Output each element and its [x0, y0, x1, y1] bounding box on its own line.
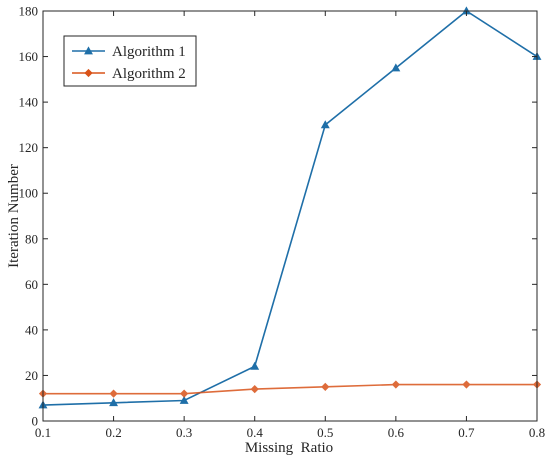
y-tick-label: 140 — [19, 95, 39, 110]
data-point — [109, 398, 119, 407]
data-point — [391, 380, 400, 389]
data-point — [462, 380, 471, 389]
x-tick-label: 0.3 — [176, 425, 192, 440]
x-tick-label: 0.1 — [35, 425, 51, 440]
data-point — [320, 120, 330, 129]
legend-label: Algorithm 2 — [112, 66, 186, 82]
y-tick-label: 100 — [19, 186, 39, 201]
x-tick-label: 0.7 — [458, 425, 475, 440]
data-point — [180, 389, 189, 398]
axes-box — [42, 10, 538, 422]
y-tick-label: 60 — [25, 277, 38, 292]
y-axis-label: Iteration Number — [6, 164, 22, 268]
legend-marker — [84, 68, 93, 78]
data-point — [321, 382, 330, 391]
y-tick-label: 0 — [32, 414, 39, 429]
y-tick-label: 20 — [25, 368, 38, 383]
data-point — [109, 389, 118, 398]
x-tick-label: 0.6 — [388, 425, 405, 440]
legend-box — [63, 35, 197, 87]
y-tick-label: 120 — [19, 140, 39, 155]
legend-entry: Algorithm 2 — [72, 66, 186, 82]
legend: Algorithm 1 Algorithm 2 — [63, 35, 197, 87]
x-tick-label: 0.8 — [529, 425, 545, 440]
data-point — [250, 385, 259, 394]
series-line — [42, 10, 538, 406]
tick-labels: 0.1 0.2 0.3 0.4 0.5 0.6 0.7 0.8 0 20 40 60 80 100 120 1… — [19, 4, 546, 441]
y-tick-label: 80 — [25, 231, 38, 246]
legend-entry: Algorithm 1 — [72, 44, 186, 60]
axes — [42, 10, 538, 422]
y-tick-label: 180 — [19, 4, 39, 19]
legend-marker — [84, 46, 93, 55]
series-1 — [38, 6, 542, 409]
y-tick-label: 160 — [19, 49, 39, 64]
plot-area — [38, 6, 542, 409]
data-point — [250, 361, 260, 370]
data-point — [179, 395, 189, 404]
data-point — [391, 63, 401, 72]
y-tick-label: 40 — [25, 322, 38, 337]
legend-label: Algorithm 1 — [112, 44, 186, 60]
x-tick-label: 0.2 — [105, 425, 121, 440]
x-tick-label: 0.4 — [247, 425, 264, 440]
legend-entries: Algorithm 1 Algorithm 2 — [72, 44, 186, 82]
x-tick-label: 0.5 — [317, 425, 333, 440]
x-axis-label: Missing Ratio — [245, 440, 333, 456]
series-2 — [38, 380, 542, 398]
series-line — [43, 383, 537, 395]
